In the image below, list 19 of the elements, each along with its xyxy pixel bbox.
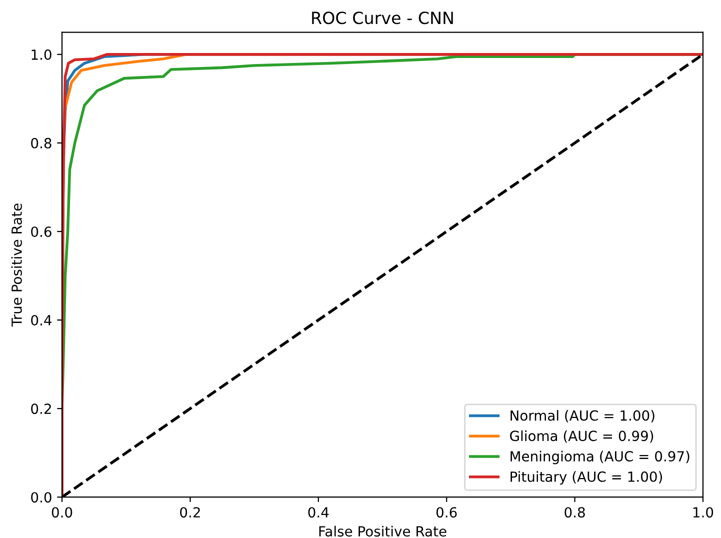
y-tick-label: 0.6 bbox=[31, 226, 52, 237]
x-tick-label: 0.6 bbox=[436, 507, 457, 518]
x-tick-label: 1.0 bbox=[693, 507, 714, 518]
y-tick-label: 1.0 bbox=[32, 49, 52, 60]
y-axis-title: True Positive Rate bbox=[11, 204, 22, 327]
legend-label: Glioma (AUC = 0.99) bbox=[510, 430, 654, 443]
y-tick-label: 0.0 bbox=[31, 492, 52, 503]
legend-label: Meningioma (AUC = 0.97) bbox=[510, 450, 690, 464]
x-tick-label: 0.4 bbox=[308, 507, 329, 518]
legend-label: Normal (AUC = 1.00) bbox=[510, 410, 654, 422]
legend-label: Pituitary (AUC = 1.00) bbox=[510, 471, 662, 485]
y-tick-label: 0.8 bbox=[31, 138, 52, 148]
x-tick-label: 0.0 bbox=[52, 507, 72, 518]
y-tick-label: 0.4 bbox=[31, 315, 52, 326]
chart-title: ROC Curve - CNN bbox=[312, 12, 453, 24]
x-axis-title: False Positive Rate bbox=[319, 526, 446, 537]
y-tick-label: 0.2 bbox=[31, 404, 51, 414]
x-tick-label: 0.8 bbox=[564, 507, 585, 518]
x-tick-label: 0.2 bbox=[180, 507, 200, 518]
